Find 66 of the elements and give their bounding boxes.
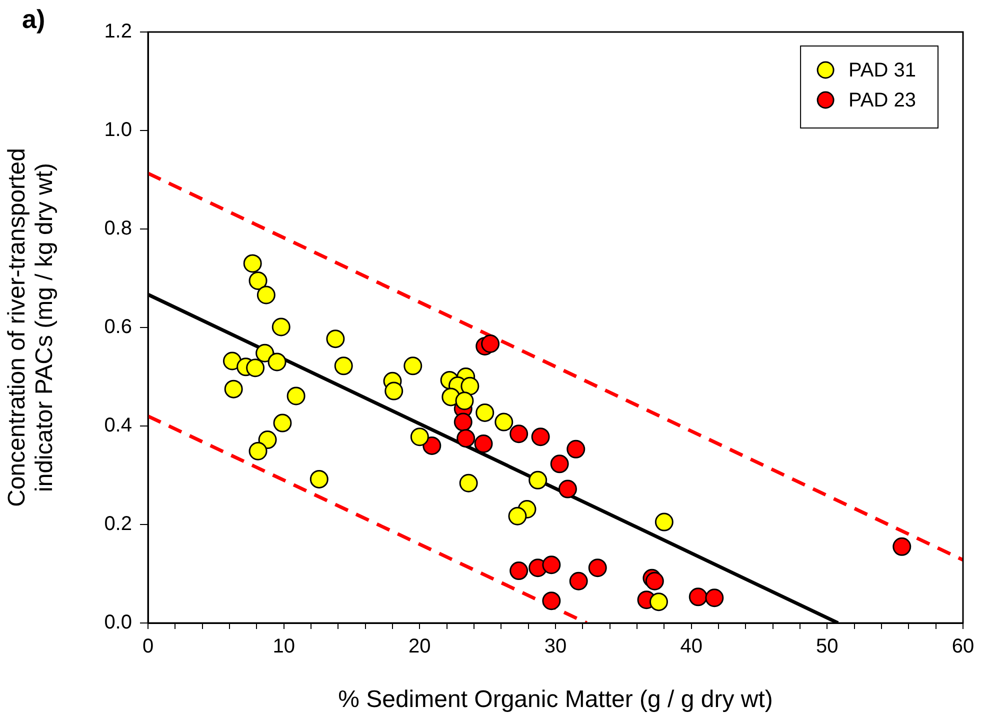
point xyxy=(542,592,561,610)
point xyxy=(688,588,708,606)
point xyxy=(705,588,724,608)
point xyxy=(510,562,528,580)
point xyxy=(246,358,265,378)
point xyxy=(455,392,474,410)
point xyxy=(510,424,528,444)
point xyxy=(286,386,306,406)
point xyxy=(508,506,527,526)
point xyxy=(645,572,664,590)
point xyxy=(272,318,290,336)
x-tick-label: 40 xyxy=(680,636,702,658)
point xyxy=(654,512,674,532)
y-tick-label: 0.4 xyxy=(104,414,132,437)
x-tick-label: 0 xyxy=(142,636,154,658)
x-axis-title: % Sediment Organic Matter (g / g dry wt) xyxy=(338,686,773,714)
point xyxy=(326,330,345,348)
x-tick-label: 50 xyxy=(816,636,838,658)
point xyxy=(474,434,493,453)
point xyxy=(459,474,478,492)
point xyxy=(248,442,268,460)
point xyxy=(892,537,912,556)
point xyxy=(531,428,550,446)
point xyxy=(588,558,607,578)
point xyxy=(422,436,442,455)
legend-label: PAD 31 xyxy=(848,60,916,82)
point xyxy=(569,572,588,590)
y-tick-label: 1.0 xyxy=(104,119,132,142)
point xyxy=(334,356,353,376)
y-tick-label: 0.8 xyxy=(104,218,132,240)
point xyxy=(310,470,328,488)
point xyxy=(248,271,268,290)
point xyxy=(243,254,262,273)
point xyxy=(528,470,548,490)
point xyxy=(494,412,514,432)
point xyxy=(256,286,276,304)
y-tick-label: 0.2 xyxy=(104,513,132,536)
point xyxy=(410,428,429,446)
point xyxy=(454,412,472,432)
point xyxy=(273,414,292,432)
text: a) xyxy=(22,4,46,34)
legend-label: PAD 23 xyxy=(848,90,916,112)
y-tick-label: 1.2 xyxy=(104,20,132,43)
point xyxy=(460,376,480,396)
y-tick-label: 0.6 xyxy=(104,316,132,338)
x-tick-label: 30 xyxy=(544,636,567,658)
point xyxy=(222,352,242,370)
y-axis-title: Concentration of river-transported indicator PACs (mg / kg dry wt) xyxy=(3,148,58,507)
point xyxy=(456,429,476,448)
point xyxy=(256,344,274,362)
point xyxy=(542,556,561,574)
y-tick-label: 0.0 xyxy=(104,612,132,634)
x-tick-label: 10 xyxy=(272,636,295,658)
point xyxy=(481,334,500,354)
point xyxy=(550,454,569,474)
point xyxy=(384,382,404,400)
point xyxy=(268,352,286,372)
point xyxy=(224,380,243,398)
point xyxy=(476,403,494,422)
x-tick-label: 20 xyxy=(408,636,431,658)
point xyxy=(258,430,277,450)
point xyxy=(649,592,668,612)
x-tick-label: 60 xyxy=(952,636,974,658)
point xyxy=(566,440,586,458)
point xyxy=(558,480,577,498)
point xyxy=(404,356,422,376)
